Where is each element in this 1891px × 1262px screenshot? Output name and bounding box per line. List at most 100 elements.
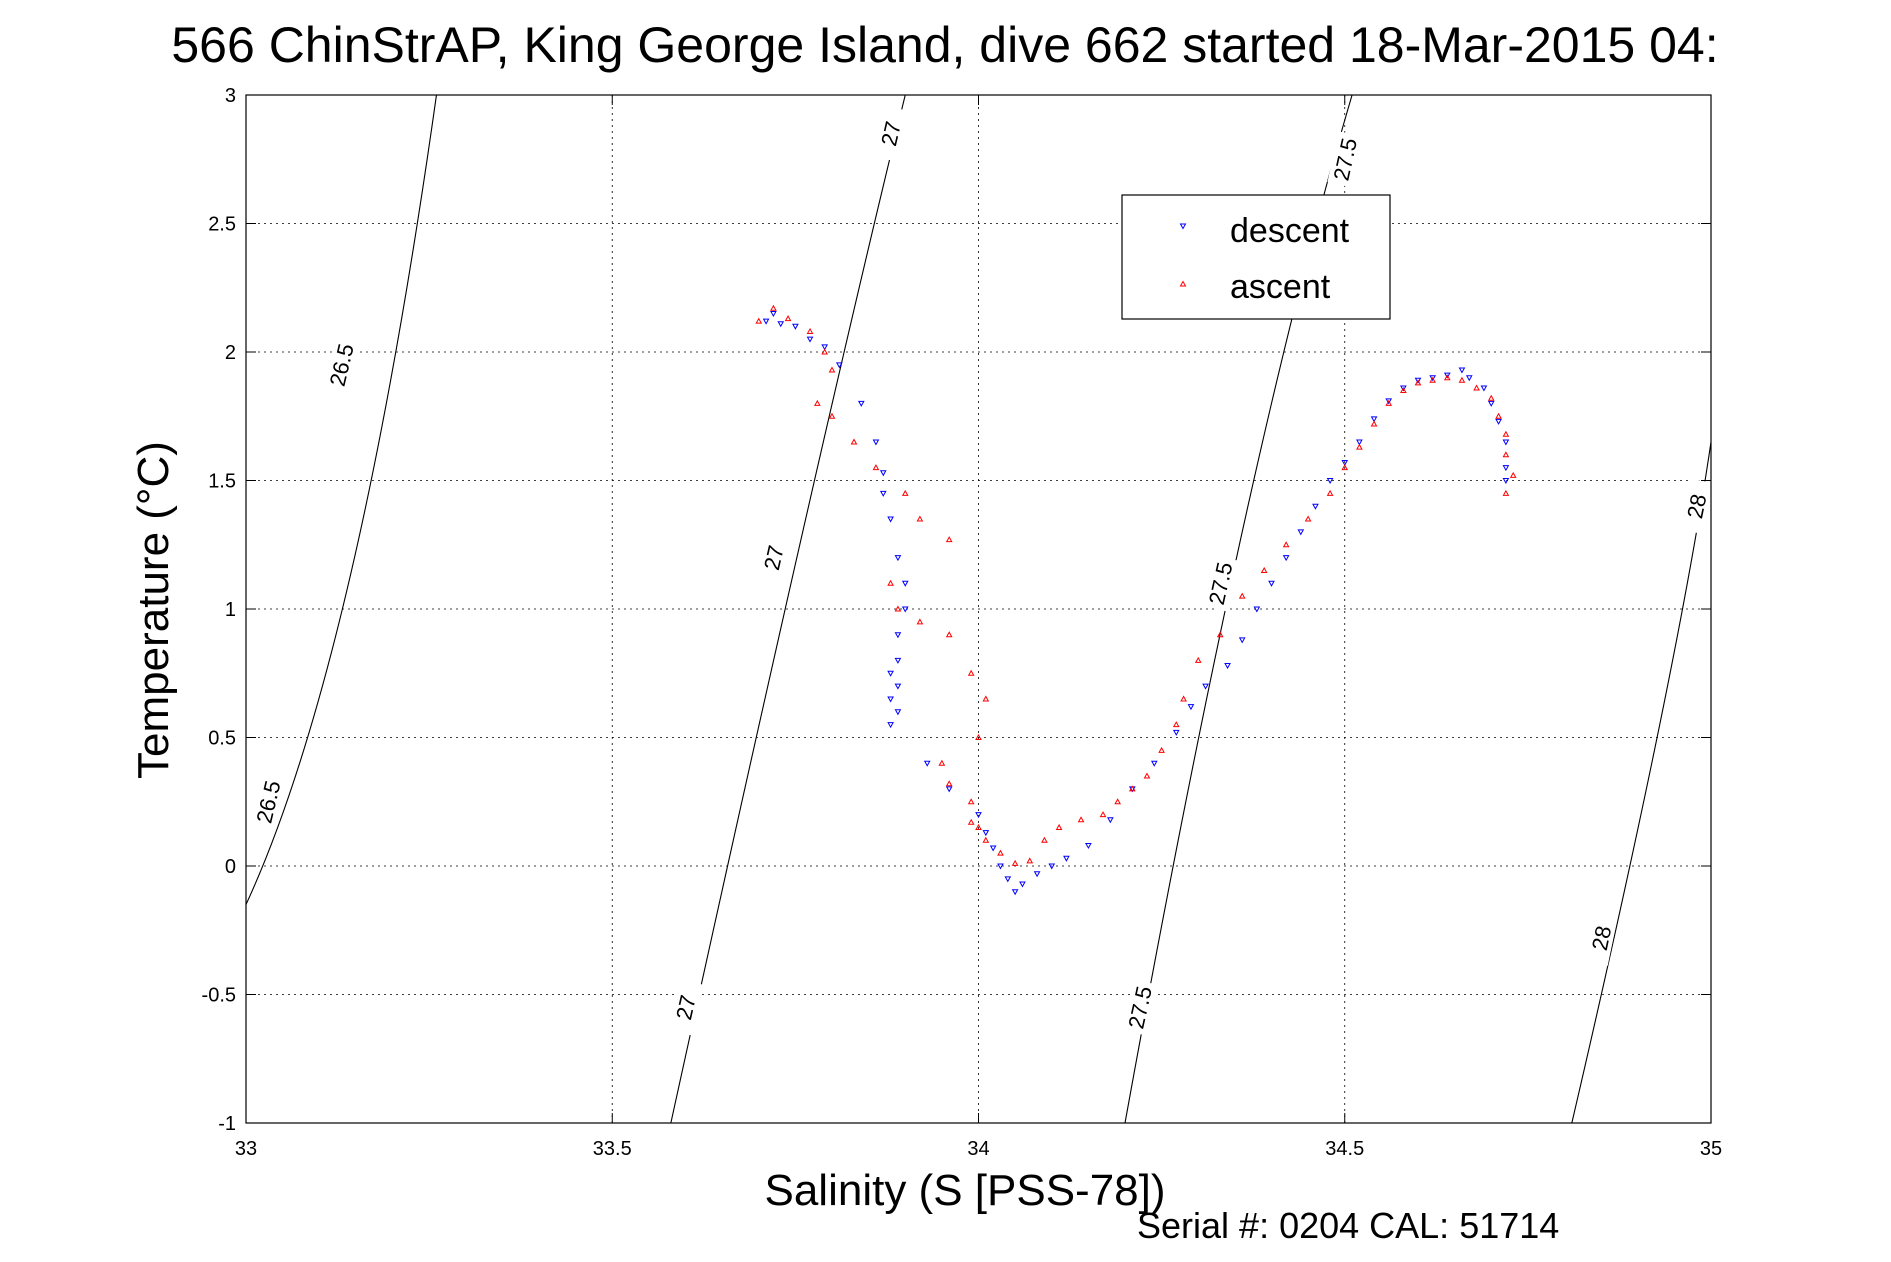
data-point-ascent — [770, 304, 777, 311]
data-point-ascent — [821, 348, 829, 355]
y-tick-label: 1 — [225, 599, 236, 621]
x-tick-label: 34.5 — [1325, 1138, 1364, 1160]
data-point-ascent — [1055, 823, 1063, 830]
data-point-ascent — [1326, 489, 1334, 496]
data-point-descent — [1414, 377, 1422, 384]
x-tick-label: 35 — [1700, 1138, 1722, 1160]
data-point-descent — [1297, 529, 1305, 536]
data-point-ascent — [1172, 721, 1180, 728]
data-point-descent — [923, 760, 931, 767]
data-point-descent — [1312, 503, 1319, 510]
data-point-ascent — [1260, 566, 1268, 573]
data-point-descent — [1487, 400, 1495, 407]
data-point-descent — [1107, 817, 1114, 824]
data-point-descent — [792, 323, 799, 330]
data-point-descent — [894, 555, 902, 562]
x-tick-label: 33 — [235, 1138, 257, 1160]
data-point-ascent — [1502, 430, 1510, 437]
data-point-descent — [770, 310, 777, 317]
data-point-descent — [1502, 478, 1510, 485]
data-point-ascent — [1099, 811, 1107, 818]
data-point-descent — [901, 606, 909, 613]
data-point-descent — [887, 516, 894, 523]
contour-label-gap — [1122, 979, 1157, 1036]
data-point-descent — [1202, 683, 1209, 690]
data-point-descent — [879, 490, 887, 497]
data-point-descent — [1326, 478, 1334, 485]
data-point-descent — [1443, 372, 1451, 379]
data-point-ascent — [1194, 656, 1202, 663]
data-point-descent — [1480, 385, 1488, 392]
data-point-ascent — [967, 798, 975, 805]
data-point-descent — [975, 812, 982, 819]
data-point-ascent — [1414, 379, 1422, 386]
data-point-ascent — [1238, 592, 1246, 599]
data-point-ascent — [1502, 489, 1510, 496]
data-point-descent — [989, 845, 997, 852]
data-point-descent — [1019, 881, 1026, 888]
data-point-descent — [887, 722, 894, 729]
serial-cal-footer: Serial #: 0204 CAL: 51714 — [1137, 1205, 1559, 1246]
data-point-ascent — [1385, 399, 1393, 406]
data-point-descent — [887, 670, 894, 677]
data-point-descent — [1150, 760, 1158, 767]
data-point-ascent — [975, 823, 982, 830]
data-point-ascent — [1143, 772, 1151, 779]
contour-label-gap — [873, 105, 909, 162]
contour-label: 27 — [876, 119, 906, 148]
y-tick-label: 0.5 — [208, 728, 236, 750]
data-point-ascent — [982, 695, 990, 702]
data-point-ascent — [1341, 464, 1349, 471]
data-point-descent — [835, 362, 843, 369]
legend-box — [1121, 194, 1391, 320]
data-point-descent — [762, 318, 770, 325]
contour-label-gap — [755, 529, 791, 586]
contour-label-gap — [323, 336, 359, 393]
data-series — [755, 304, 1517, 896]
data-point-ascent — [916, 515, 924, 522]
data-point-descent — [1429, 375, 1436, 382]
series-ascent — [755, 304, 1517, 866]
data-point-descent — [997, 863, 1004, 870]
contour-label-gap — [1679, 478, 1714, 535]
data-point-ascent — [814, 399, 821, 406]
y-tick-label: 3 — [225, 85, 236, 107]
data-point-ascent — [1473, 384, 1480, 391]
data-point-ascent — [967, 818, 975, 825]
data-point-ascent — [938, 759, 946, 766]
data-point-descent — [1172, 729, 1180, 736]
data-point-ascent — [828, 412, 836, 419]
data-point-descent — [1400, 385, 1407, 392]
y-tick-label: 2 — [225, 342, 236, 364]
legend-marker-descent — [1179, 223, 1187, 230]
data-point-ascent — [975, 733, 982, 740]
data-point-ascent — [945, 780, 953, 787]
data-point-ascent — [1180, 695, 1187, 702]
data-point-descent — [1465, 375, 1473, 382]
data-point-ascent — [1429, 376, 1436, 383]
data-point-ascent — [1026, 857, 1034, 864]
data-point-ascent — [901, 489, 909, 496]
data-point-descent — [872, 439, 880, 446]
contour-label: 28 — [1682, 492, 1711, 521]
data-point-ascent — [945, 536, 953, 543]
data-point-ascent — [1282, 541, 1290, 548]
data-point-descent — [879, 470, 887, 477]
data-point-descent — [982, 830, 990, 837]
data-point-ascent — [1400, 387, 1407, 394]
legend-markers — [1179, 223, 1187, 287]
data-point-descent — [1341, 460, 1349, 467]
data-point-ascent — [1509, 471, 1517, 478]
data-point-descent — [1224, 663, 1231, 670]
data-point-ascent — [894, 605, 902, 612]
data-point-descent — [901, 580, 909, 587]
contour-label-gap — [1327, 131, 1363, 188]
x-tick-label: 33.5 — [593, 1138, 632, 1160]
data-point-ascent — [967, 669, 975, 676]
data-point-ascent — [1304, 515, 1312, 522]
data-point-ascent — [1158, 746, 1165, 753]
data-point-descent — [1502, 439, 1510, 446]
y-tick-label: -1 — [218, 1113, 236, 1135]
data-point-descent — [1085, 842, 1092, 849]
